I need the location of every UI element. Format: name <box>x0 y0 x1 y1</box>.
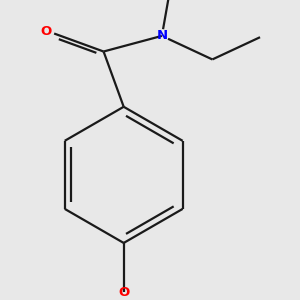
Text: N: N <box>156 29 167 42</box>
Text: O: O <box>118 286 129 299</box>
Text: O: O <box>41 26 52 38</box>
